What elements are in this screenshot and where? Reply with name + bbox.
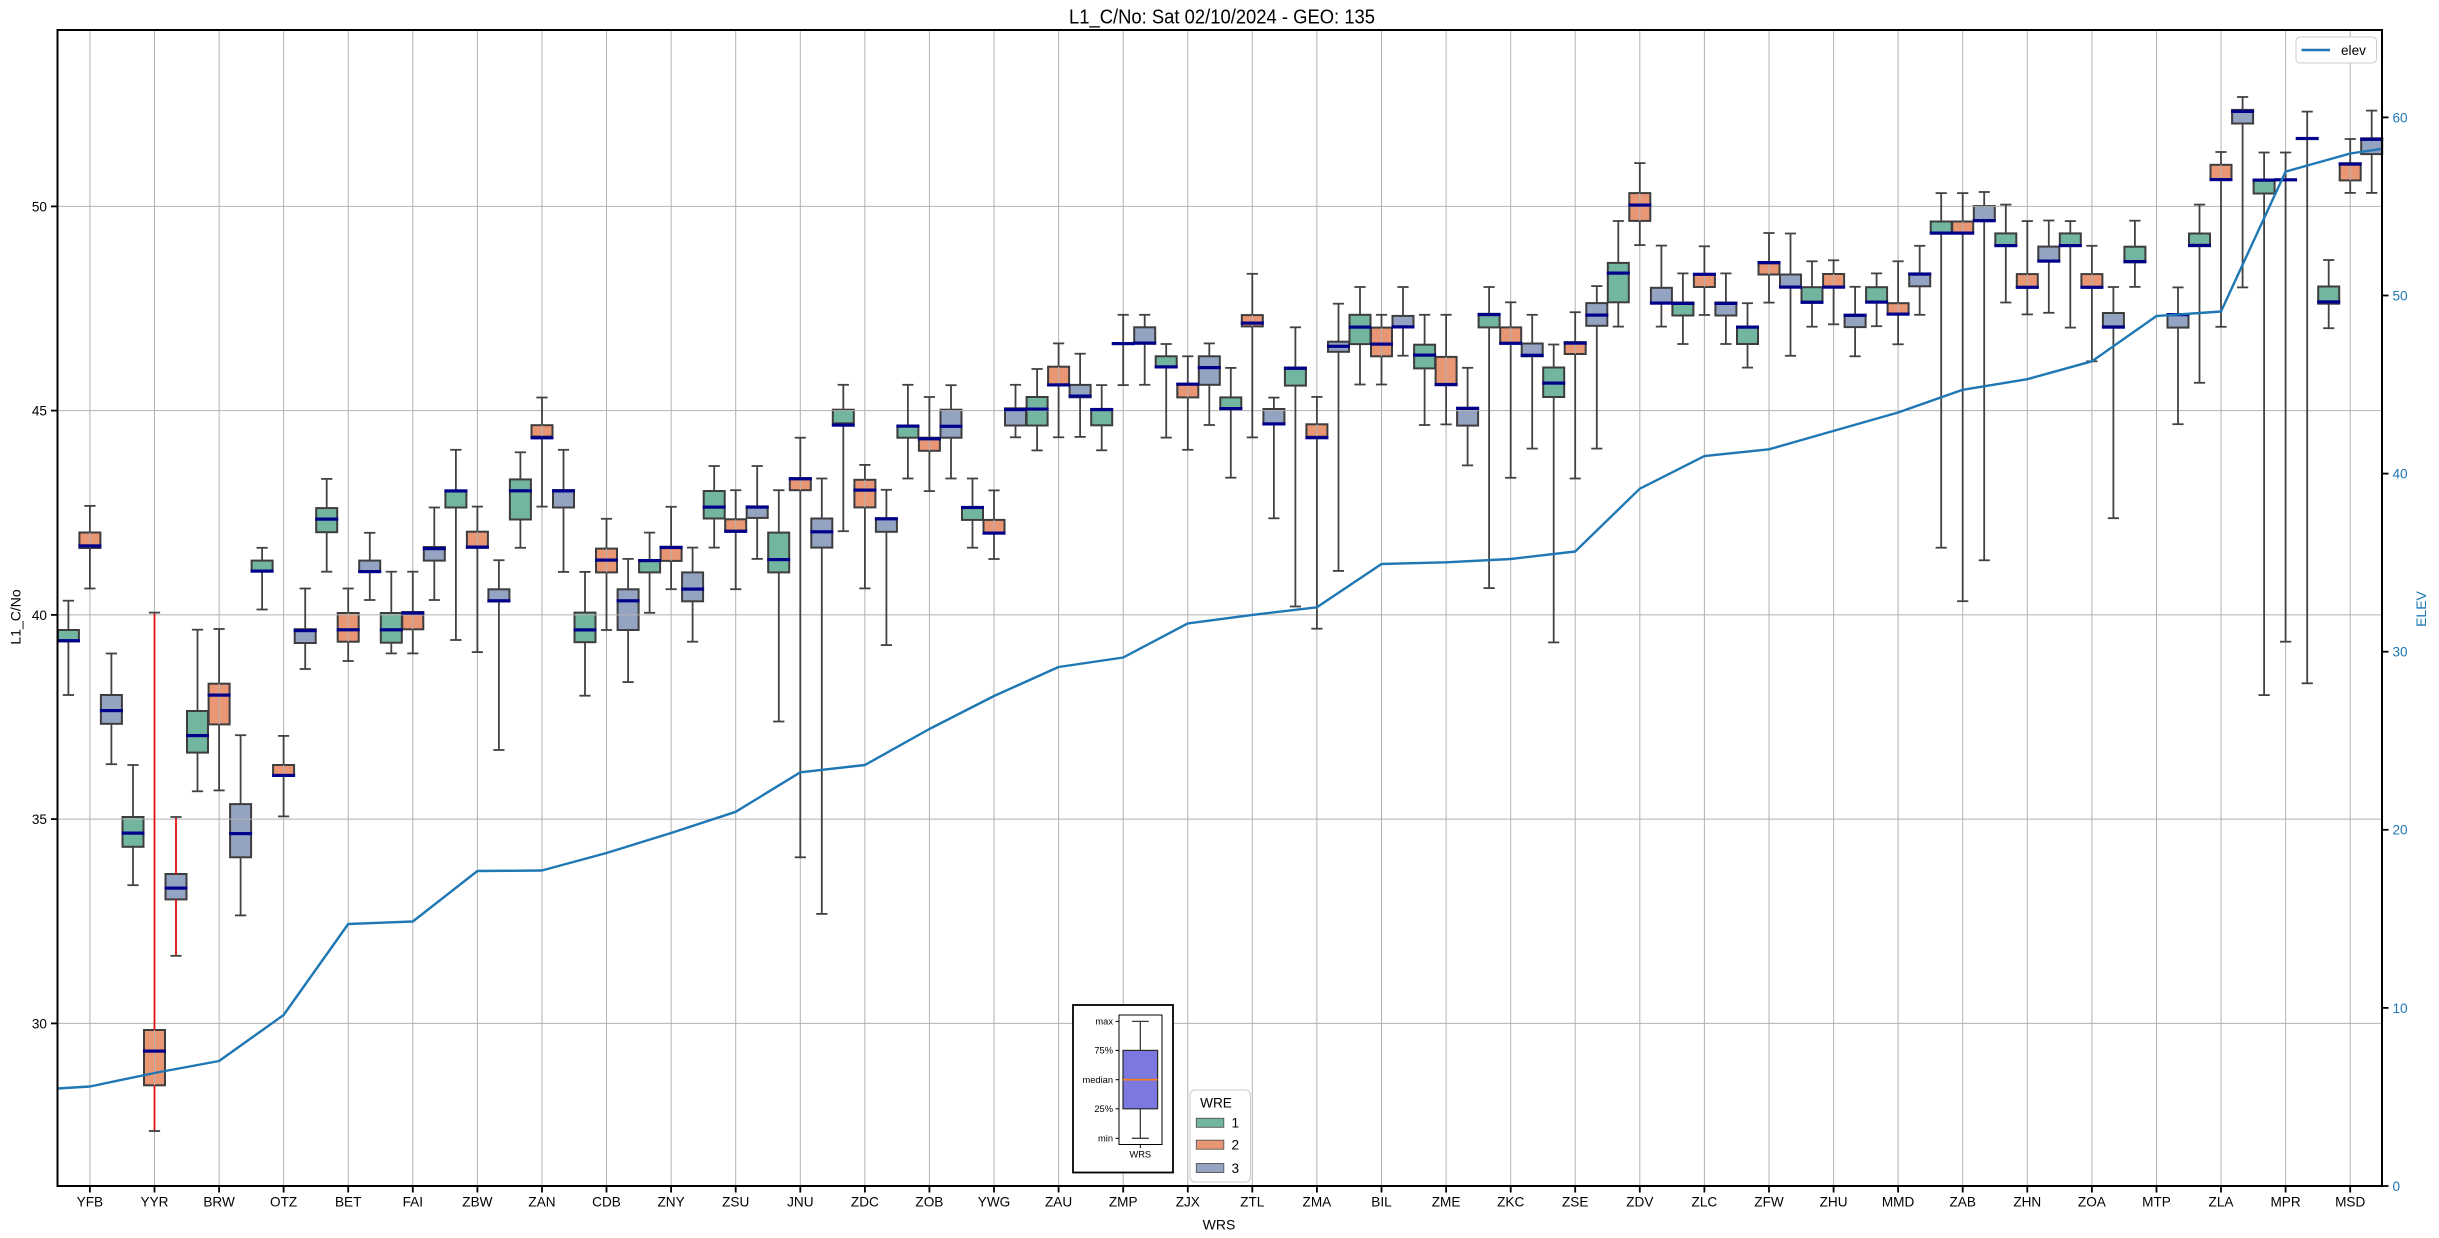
svg-text:40: 40 (2393, 467, 2409, 482)
svg-text:30: 30 (32, 1016, 48, 1031)
svg-text:MTP: MTP (2142, 1195, 2171, 1210)
svg-text:ZOB: ZOB (915, 1195, 943, 1210)
svg-text:75%: 75% (1094, 1046, 1113, 1056)
svg-text:YYR: YYR (141, 1195, 169, 1210)
svg-text:35: 35 (32, 812, 47, 827)
svg-text:WRE: WRE (1200, 1096, 1232, 1111)
svg-text:30: 30 (2393, 645, 2409, 660)
svg-text:2: 2 (1232, 1138, 1240, 1153)
svg-text:ZME: ZME (1432, 1195, 1461, 1210)
svg-text:L1_C/No: L1_C/No (8, 589, 24, 644)
svg-text:MPR: MPR (2270, 1195, 2300, 1210)
svg-text:CDB: CDB (592, 1195, 621, 1210)
svg-text:WRS: WRS (1129, 1150, 1151, 1160)
svg-text:ZLC: ZLC (1692, 1195, 1718, 1210)
svg-text:WRS: WRS (1203, 1217, 1236, 1233)
svg-text:25%: 25% (1094, 1104, 1113, 1114)
svg-text:OTZ: OTZ (270, 1195, 297, 1210)
svg-text:3: 3 (1232, 1161, 1240, 1176)
svg-text:ELEV: ELEV (2413, 590, 2429, 626)
svg-text:YWG: YWG (978, 1195, 1010, 1210)
svg-text:ZMA: ZMA (1303, 1195, 1333, 1210)
svg-text:1: 1 (1232, 1116, 1240, 1131)
svg-text:ZBW: ZBW (462, 1195, 492, 1210)
svg-text:BRW: BRW (203, 1195, 235, 1210)
svg-text:max: max (1095, 1017, 1113, 1027)
svg-text:ZAB: ZAB (1949, 1195, 1975, 1210)
svg-text:ZSU: ZSU (722, 1195, 749, 1210)
svg-text:50: 50 (2393, 288, 2409, 303)
svg-text:L1_C/No: Sat 02/10/2024 - GEO:: L1_C/No: Sat 02/10/2024 - GEO: 135 (1069, 6, 1375, 29)
svg-text:40: 40 (32, 608, 48, 623)
svg-text:ZHU: ZHU (1820, 1195, 1848, 1210)
svg-text:JNU: JNU (787, 1195, 813, 1210)
svg-text:ZHN: ZHN (2013, 1195, 2041, 1210)
svg-text:ZTL: ZTL (1240, 1195, 1265, 1210)
svg-text:60: 60 (2393, 110, 2409, 125)
svg-text:BET: BET (335, 1195, 361, 1210)
svg-text:elev: elev (2341, 43, 2366, 58)
svg-text:MSD: MSD (2335, 1195, 2365, 1210)
svg-text:45: 45 (32, 404, 47, 419)
svg-text:ZOA: ZOA (2078, 1195, 2107, 1210)
svg-text:MMD: MMD (1882, 1195, 1915, 1210)
svg-text:50: 50 (32, 199, 48, 214)
svg-text:ZNY: ZNY (658, 1195, 685, 1210)
svg-text:BIL: BIL (1371, 1195, 1392, 1210)
svg-text:ZAN: ZAN (528, 1195, 555, 1210)
svg-text:ZSE: ZSE (1562, 1195, 1588, 1210)
svg-text:min: min (1098, 1134, 1113, 1144)
svg-text:FAI: FAI (403, 1195, 423, 1210)
svg-text:20: 20 (2393, 823, 2409, 838)
svg-text:median: median (1083, 1075, 1114, 1085)
svg-text:ZMP: ZMP (1109, 1195, 1138, 1210)
svg-text:0: 0 (2393, 1179, 2401, 1194)
svg-text:ZDC: ZDC (851, 1195, 879, 1210)
svg-text:10: 10 (2393, 1001, 2409, 1016)
svg-text:ZLA: ZLA (2209, 1195, 2235, 1210)
svg-text:ZKC: ZKC (1497, 1195, 1524, 1210)
svg-text:ZDV: ZDV (1626, 1195, 1653, 1210)
svg-text:ZFW: ZFW (1754, 1195, 1784, 1210)
svg-text:ZJX: ZJX (1176, 1195, 1200, 1210)
svg-text:YFB: YFB (77, 1195, 103, 1210)
svg-text:ZAU: ZAU (1045, 1195, 1072, 1210)
